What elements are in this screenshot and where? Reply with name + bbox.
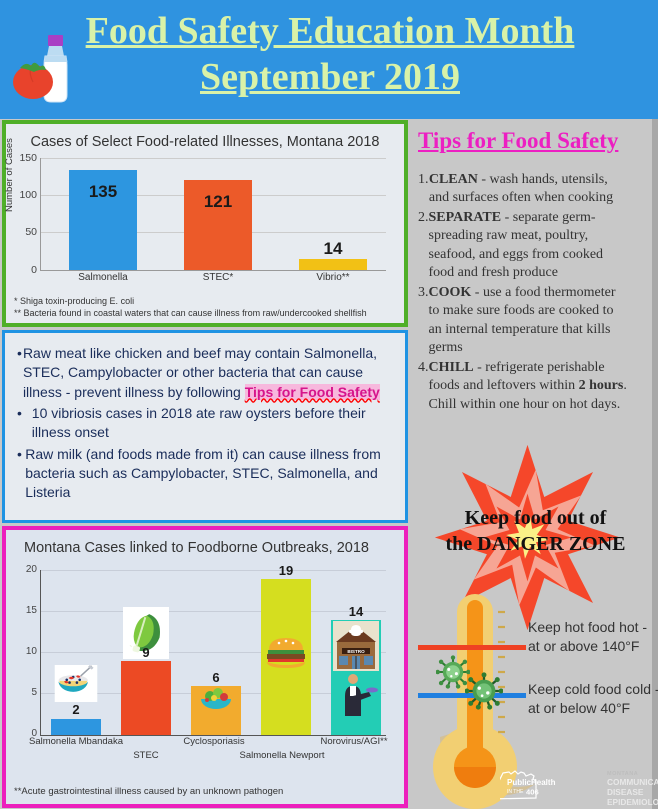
svg-text:PublicHealth: PublicHealth <box>507 778 556 787</box>
svg-text:406: 406 <box>526 787 539 796</box>
svg-text:BISTRO: BISTRO <box>347 649 365 654</box>
svg-text:IN THE: IN THE <box>507 789 524 795</box>
